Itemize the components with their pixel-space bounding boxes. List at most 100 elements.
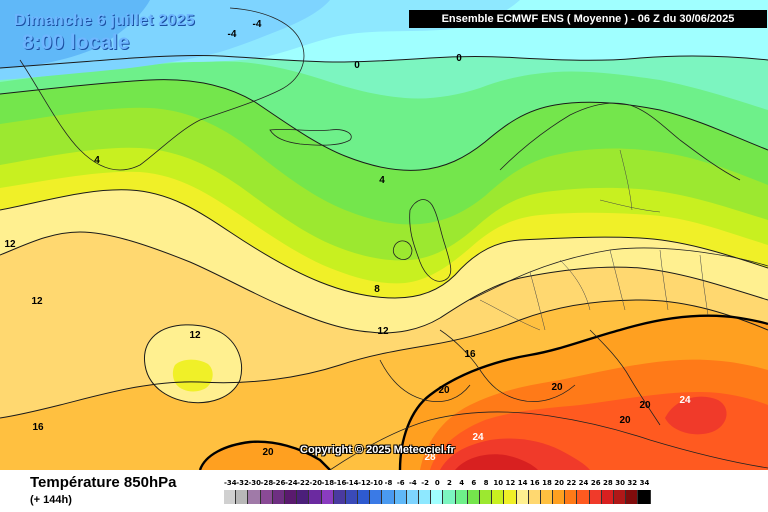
scale-tick-label: 34	[639, 479, 650, 487]
scale-tick-label: 24	[578, 479, 589, 487]
parameter-title: Température 850hPa	[30, 474, 177, 491]
scale-swatch	[467, 490, 480, 504]
scale-tick-label: -4	[409, 479, 417, 487]
scale-tick-label: 4	[459, 479, 465, 487]
scale-swatch	[370, 490, 383, 504]
isotherm-label: 4	[94, 155, 100, 166]
scale-swatch	[431, 490, 444, 504]
isotherm-label: 16	[464, 349, 476, 360]
scale-tick-label: 20	[554, 479, 565, 487]
scale-swatch	[504, 490, 517, 504]
scale-swatch	[272, 490, 285, 504]
scale-tick-label: -28	[260, 479, 274, 487]
scale-tick-label: -12	[358, 479, 371, 487]
color-scale-labels: -34 -32 -30 -28 -26 -24 -22 -20 -18 -16 -14 -12 -10-…	[224, 479, 651, 487]
scale-swatch	[589, 490, 602, 504]
coastlines	[19, 7, 768, 470]
scale-tick-label: -24	[284, 479, 298, 487]
forecast-offset: (+ 144h)	[30, 494, 72, 506]
scale-swatch	[297, 490, 310, 504]
scale-tick-label: -18	[321, 479, 335, 487]
isotherm-label: 20	[639, 400, 651, 411]
isotherm-20	[198, 314, 768, 470]
copyright-notice: Copyright © 2025 Meteociel.fr	[300, 444, 455, 456]
field-26c-east	[665, 396, 727, 435]
scale-swatch	[540, 490, 554, 504]
isotherm-label: -4	[228, 29, 237, 40]
scale-swatch	[309, 490, 322, 504]
scale-tick-label: 0	[434, 479, 440, 487]
isotherm-label: 12	[4, 239, 16, 250]
isotherm-label: 12	[31, 296, 43, 307]
scale-tick-label: 32	[627, 479, 638, 487]
isotherm-label: 20	[551, 382, 563, 393]
isotherm-label: 20	[438, 385, 450, 396]
scale-tick-label: 6	[471, 479, 477, 487]
scale-swatch	[565, 490, 578, 504]
field-minus6c	[0, 0, 150, 68]
isotherm-label: -4	[253, 19, 262, 30]
isotherm-label: 12	[189, 330, 201, 341]
isotherm-label: 24	[472, 432, 484, 443]
scale-tick-label: -22	[297, 479, 310, 487]
scale-swatch	[260, 490, 273, 504]
scale-swatch	[248, 490, 261, 504]
scale-tick-label: 8	[483, 479, 489, 487]
scale-swatch	[577, 490, 590, 504]
scale-tick-label: 18	[542, 479, 552, 487]
scale-tick-label: 26	[590, 479, 601, 487]
scale-tick-label: -26	[272, 479, 286, 487]
scale-swatch	[516, 490, 529, 504]
scale-swatch	[224, 490, 237, 504]
legend-bar: Température 850hPa (+ 144h) -34 -32 -30 -28…	[0, 470, 768, 512]
scale-tick-label: 2	[447, 479, 452, 487]
scale-swatch	[601, 490, 614, 504]
forecast-local-time: 8:00 locale	[22, 31, 130, 54]
scale-swatch	[358, 490, 371, 504]
isotherm-label: 20	[262, 447, 274, 458]
scale-swatch	[419, 490, 432, 504]
scale-swatch	[321, 490, 334, 504]
borders	[479, 149, 709, 331]
temperature-map: -4 -4 0 0 4 4 8 12 12 12 12 16 16 20 20 20 20 20 24 24 28	[0, 0, 768, 470]
scale-swatch	[479, 490, 493, 504]
scale-swatch	[528, 490, 541, 504]
scale-swatch	[626, 490, 639, 504]
scale-swatch	[406, 490, 419, 504]
scale-tick-label: -2	[421, 479, 429, 487]
scale-swatch	[284, 490, 298, 504]
scale-tick-label: -30	[248, 479, 262, 487]
scale-swatch	[345, 490, 359, 504]
scale-swatch	[236, 490, 249, 504]
isotherm-label: 0	[456, 53, 462, 64]
scale-tick-label: -14	[345, 479, 359, 487]
isotherm-label: 0	[354, 60, 360, 71]
scale-swatch	[638, 490, 651, 504]
scale-swatch	[553, 490, 566, 504]
scale-tick-label: 28	[603, 479, 613, 487]
scale-tick-label: 16	[529, 479, 540, 487]
model-run-banner: Ensemble ECMWF ENS ( Moyenne ) - 06 Z du…	[409, 10, 767, 28]
scale-tick-label: 10	[493, 479, 504, 487]
color-scale	[224, 490, 651, 504]
isotherm-label: 28	[424, 452, 436, 463]
scale-swatch	[333, 490, 346, 504]
scale-tick-label: 14	[517, 479, 528, 487]
scale-swatch	[394, 490, 407, 504]
scale-tick-label: -10	[370, 479, 383, 487]
isotherm-label: 12	[377, 326, 389, 337]
scale-tick-label: -16	[333, 479, 347, 487]
scale-tick-label: -34	[224, 479, 237, 487]
isotherm-label: 24	[679, 395, 691, 406]
scale-tick-label: -20	[309, 479, 322, 487]
scale-tick-label: 30	[615, 479, 625, 487]
scale-swatch	[443, 490, 456, 504]
scale-swatch	[382, 490, 395, 504]
isotherm-label: 20	[619, 415, 631, 426]
isotherm-label: 4	[379, 175, 385, 186]
scale-swatch	[455, 490, 468, 504]
scale-tick-label: -32	[236, 479, 249, 487]
forecast-date: Dimanche 6 juillet 2025	[14, 12, 195, 29]
contour-labels: -4 -4 0 0 4 4 8 12 12 12 12 16 16 20 20 20 20 20 24 24 28	[4, 19, 691, 463]
scale-tick-label: -8	[384, 479, 393, 487]
